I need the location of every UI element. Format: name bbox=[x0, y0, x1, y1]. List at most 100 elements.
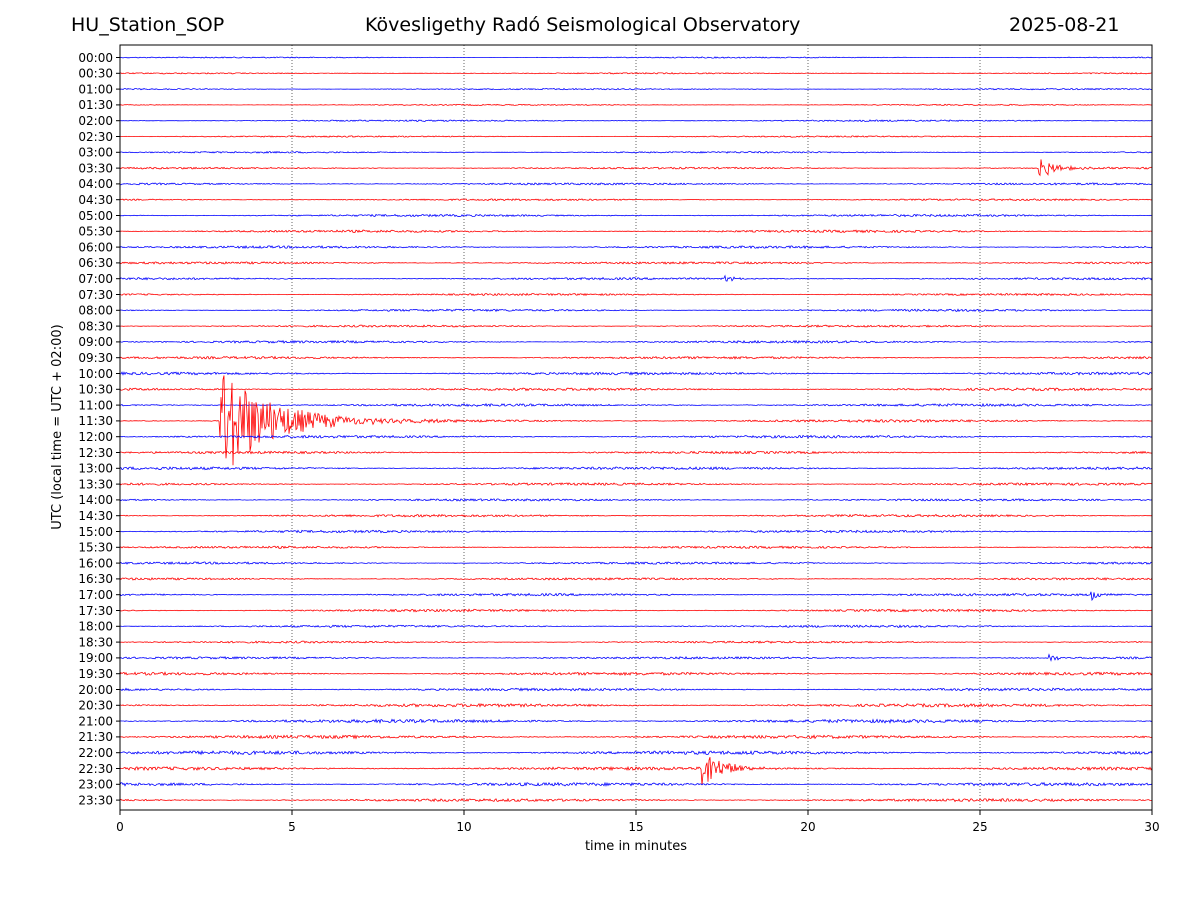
y-tick-label: 18:00 bbox=[78, 620, 113, 634]
y-tick-label: 15:30 bbox=[78, 541, 113, 555]
trace-1100 bbox=[119, 402, 1153, 408]
y-tick-label: 20:00 bbox=[78, 683, 113, 697]
trace-1030 bbox=[119, 387, 1153, 392]
y-tick-label: 05:00 bbox=[78, 209, 113, 223]
trace-0530 bbox=[119, 229, 1153, 234]
trace-0300 bbox=[119, 150, 1153, 154]
y-tick-label: 04:00 bbox=[78, 177, 113, 191]
trace-0230 bbox=[119, 135, 1153, 138]
y-tick-label: 02:00 bbox=[78, 114, 113, 128]
y-tick-label: 16:30 bbox=[78, 572, 113, 586]
y-tick-label: 13:00 bbox=[78, 462, 113, 476]
y-tick-label: 10:00 bbox=[78, 367, 113, 381]
trace-1730 bbox=[119, 608, 1152, 613]
x-tick-label: 5 bbox=[288, 820, 296, 834]
y-tick-label: 07:30 bbox=[78, 288, 113, 302]
trace-0800 bbox=[119, 308, 1153, 313]
y-tick-label: 14:30 bbox=[78, 509, 113, 523]
trace-0630 bbox=[119, 261, 1153, 265]
y-tick-label: 21:30 bbox=[78, 730, 113, 744]
trace-0900 bbox=[119, 339, 1153, 344]
y-tick-label: 00:30 bbox=[78, 67, 113, 81]
trace-2130 bbox=[119, 734, 1153, 740]
y-tick-label: 03:00 bbox=[78, 146, 113, 160]
trace-1400 bbox=[119, 498, 1153, 502]
x-tick-label: 30 bbox=[1144, 820, 1159, 834]
trace-2330 bbox=[119, 797, 1153, 803]
y-tick-label: 01:00 bbox=[78, 82, 113, 96]
trace-0000 bbox=[119, 56, 1153, 59]
y-tick-label: 00:00 bbox=[78, 51, 113, 65]
y-tick-label: 04:30 bbox=[78, 193, 113, 207]
station-name: HU_Station_SOP bbox=[71, 14, 225, 36]
trace-2300 bbox=[119, 781, 1153, 787]
y-tick-label: 11:00 bbox=[78, 398, 113, 412]
trace-0430 bbox=[119, 198, 1153, 202]
trace-2230 bbox=[119, 756, 1153, 786]
trace-0730 bbox=[119, 292, 1153, 297]
trace-0200 bbox=[119, 119, 1152, 123]
x-axis-label: time in minutes bbox=[585, 839, 687, 854]
y-axis-label: UTC (local time = UTC + 02:00) bbox=[50, 324, 65, 529]
y-tick-label: 13:30 bbox=[78, 477, 113, 491]
trace-1430 bbox=[119, 513, 1153, 518]
y-tick-label: 07:00 bbox=[78, 272, 113, 286]
y-tick-label: 08:30 bbox=[78, 319, 113, 333]
observatory-title: Kövesligethy Radó Seismological Observat… bbox=[365, 14, 801, 36]
trace-1500 bbox=[119, 529, 1153, 534]
y-tick-label: 12:00 bbox=[78, 430, 113, 444]
y-tick-label: 09:30 bbox=[78, 351, 113, 365]
y-tick-label: 16:00 bbox=[78, 556, 113, 570]
trace-1700 bbox=[119, 591, 1153, 602]
y-tick-label: 19:00 bbox=[78, 651, 113, 665]
trace-2200 bbox=[119, 749, 1153, 756]
trace-1230 bbox=[119, 450, 1153, 455]
trace-0500 bbox=[119, 213, 1152, 218]
y-tick-label: 22:00 bbox=[78, 746, 113, 760]
y-tick-label: 01:30 bbox=[78, 98, 113, 112]
seismic-traces bbox=[119, 56, 1153, 803]
y-tick-label: 03:30 bbox=[78, 161, 113, 175]
x-tick-label: 15 bbox=[628, 820, 643, 834]
y-tick-label: 10:30 bbox=[78, 383, 113, 397]
trace-1000 bbox=[120, 371, 1153, 376]
y-tick-label: 17:00 bbox=[78, 588, 113, 602]
y-tick-label: 23:00 bbox=[78, 778, 113, 792]
trace-1930 bbox=[119, 671, 1153, 677]
trace-1130 bbox=[119, 375, 1153, 466]
trace-1630 bbox=[119, 577, 1153, 581]
trace-2000 bbox=[119, 687, 1153, 692]
y-tick-label: 15:00 bbox=[78, 525, 113, 539]
trace-1330 bbox=[119, 482, 1153, 487]
y-tick-label: 05:30 bbox=[78, 225, 113, 239]
trace-2100 bbox=[119, 718, 1153, 724]
y-tick-label: 06:00 bbox=[78, 240, 113, 254]
y-tick-label: 18:30 bbox=[78, 635, 113, 649]
x-tick-label: 0 bbox=[116, 820, 124, 834]
plot-date: 2025-08-21 bbox=[1009, 14, 1120, 36]
trace-0400 bbox=[120, 182, 1153, 186]
trace-1600 bbox=[119, 561, 1153, 565]
y-tick-label: 22:30 bbox=[78, 762, 113, 776]
y-tick-label: 17:30 bbox=[78, 604, 113, 618]
trace-0100 bbox=[119, 87, 1153, 91]
y-tick-label: 08:00 bbox=[78, 304, 113, 318]
trace-1200 bbox=[119, 434, 1153, 439]
trace-0600 bbox=[119, 245, 1153, 250]
y-tick-label: 09:00 bbox=[78, 335, 113, 349]
trace-1830 bbox=[120, 640, 1153, 644]
y-tick-label: 06:30 bbox=[78, 256, 113, 270]
trace-1530 bbox=[119, 545, 1153, 550]
y-tick-label: 14:00 bbox=[78, 493, 113, 507]
trace-0830 bbox=[119, 324, 1152, 328]
trace-0330 bbox=[119, 159, 1153, 177]
y-tick-label: 12:30 bbox=[78, 446, 113, 460]
trace-0030 bbox=[119, 72, 1152, 75]
x-tick-label: 25 bbox=[972, 820, 987, 834]
y-tick-label: 21:00 bbox=[78, 714, 113, 728]
y-tick-label: 23:30 bbox=[78, 793, 113, 807]
trace-1900 bbox=[119, 653, 1153, 662]
trace-0930 bbox=[119, 355, 1153, 360]
trace-1800 bbox=[120, 624, 1153, 629]
